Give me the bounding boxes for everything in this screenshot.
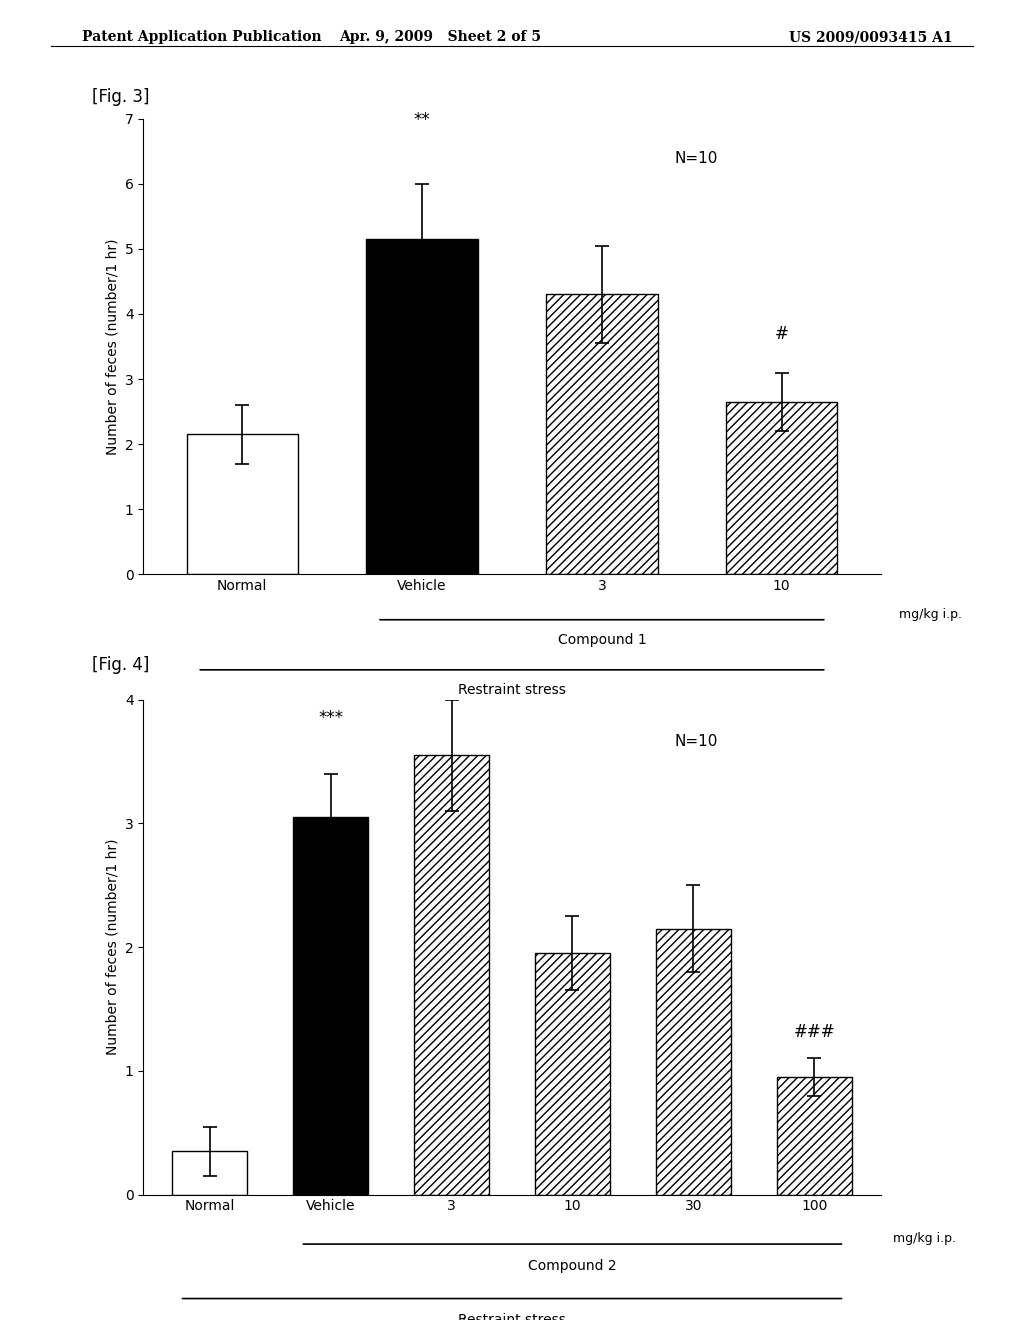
Text: mg/kg i.p.: mg/kg i.p.	[893, 1232, 955, 1245]
Text: Compound 1: Compound 1	[557, 634, 646, 647]
Bar	[367, 239, 478, 574]
Text: [Fig. 3]: [Fig. 3]	[92, 88, 150, 107]
Text: ###: ###	[794, 1023, 835, 1041]
Bar	[655, 928, 731, 1195]
Bar	[172, 1151, 248, 1195]
Text: **: **	[414, 111, 430, 128]
Bar	[293, 817, 369, 1195]
Bar	[535, 953, 610, 1195]
Bar	[414, 755, 489, 1195]
Text: Compound 2: Compound 2	[528, 1259, 616, 1272]
Bar	[726, 401, 838, 574]
Text: US 2009/0093415 A1: US 2009/0093415 A1	[788, 30, 952, 45]
Text: N=10: N=10	[674, 150, 718, 166]
Text: #: #	[775, 325, 788, 343]
Text: Apr. 9, 2009   Sheet 2 of 5: Apr. 9, 2009 Sheet 2 of 5	[339, 30, 542, 45]
Text: mg/kg i.p.: mg/kg i.p.	[899, 609, 962, 622]
Text: N=10: N=10	[674, 734, 718, 750]
Bar	[186, 434, 298, 574]
Bar	[546, 294, 657, 574]
Text: ***: ***	[318, 709, 343, 727]
Bar	[776, 1077, 852, 1195]
Y-axis label: Number of feces (number/1 hr): Number of feces (number/1 hr)	[105, 238, 119, 455]
Text: Patent Application Publication: Patent Application Publication	[82, 30, 322, 45]
Text: Restraint stress: Restraint stress	[458, 684, 566, 697]
Text: [Fig. 4]: [Fig. 4]	[92, 656, 150, 675]
Text: Restraint stress: Restraint stress	[458, 1313, 566, 1320]
Y-axis label: Number of feces (number/1 hr): Number of feces (number/1 hr)	[105, 838, 119, 1056]
